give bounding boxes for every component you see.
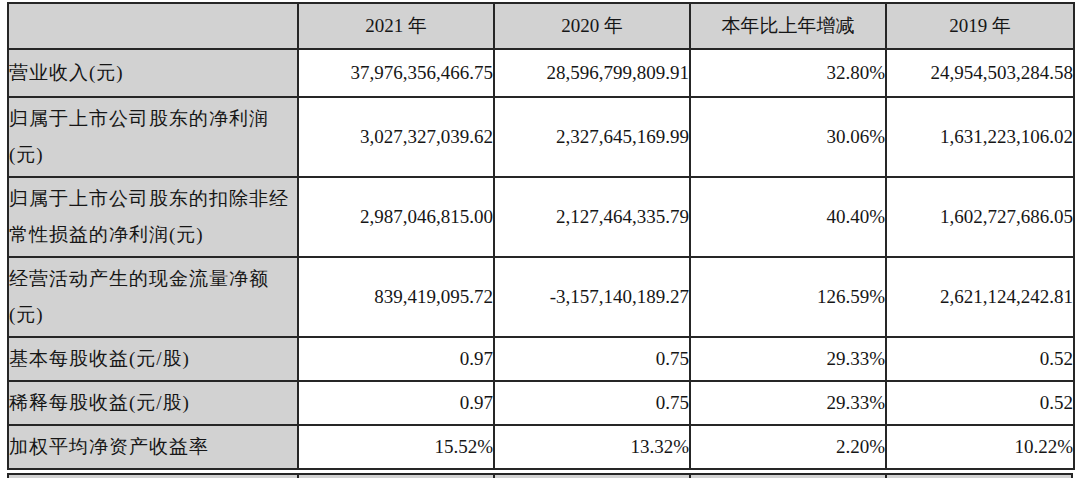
column-header-2021: 2021 年 — [298, 3, 494, 49]
cell-value: 0.75 — [494, 337, 690, 381]
row-label: 基本每股收益(元/股) — [8, 337, 298, 381]
header-row: 2021 年 2020 年 本年比上年增减 2019 年 — [8, 3, 1074, 49]
table-row-diluted-eps: 稀释每股收益(元/股) 0.97 0.75 29.33% 0.52 — [8, 381, 1074, 425]
cell-value: 3,027,327,039.62 — [298, 97, 494, 177]
row-label: 归属于上市公司股东的扣除非经 常性损益的净利润(元) — [8, 177, 298, 257]
cell-value: 0.97 — [298, 381, 494, 425]
cell-value: 29.33% — [690, 337, 886, 381]
column-header-2020: 2020 年 — [494, 3, 690, 49]
cell-value: 2,127,464,335.79 — [494, 177, 690, 257]
cell-value: 10.22% — [886, 425, 1074, 469]
table-row-net-profit-excl-nonrecurring: 归属于上市公司股东的扣除非经 常性损益的净利润(元) 2,987,046,815… — [8, 177, 1074, 257]
cell-value: 0.75 — [494, 381, 690, 425]
cell-value: 37,976,356,466.75 — [298, 49, 494, 97]
cell-value: 1,602,727,686.05 — [886, 177, 1074, 257]
column-header-blank — [8, 3, 298, 49]
row-label: 加权平均净资产收益率 — [8, 425, 298, 469]
next-row-cutoff — [7, 473, 1073, 478]
cell-value: 29.33% — [690, 381, 886, 425]
cell-value: 24,954,503,284.58 — [886, 49, 1074, 97]
cell-value: 0.52 — [886, 337, 1074, 381]
row-label: 经营活动产生的现金流量净额 (元) — [8, 257, 298, 337]
row-label: 营业收入(元) — [8, 49, 298, 97]
cell-value: -3,157,140,189.27 — [494, 257, 690, 337]
cell-value: 2.20% — [690, 425, 886, 469]
column-header-2019: 2019 年 — [886, 3, 1074, 49]
cell-value: 126.59% — [690, 257, 886, 337]
cell-value: 2,327,645,169.99 — [494, 97, 690, 177]
row-label: 归属于上市公司股东的净利润 (元) — [8, 97, 298, 177]
cell-value: 15.52% — [298, 425, 494, 469]
cell-value: 13.32% — [494, 425, 690, 469]
cell-value: 28,596,799,809.91 — [494, 49, 690, 97]
row-label: 稀释每股收益(元/股) — [8, 381, 298, 425]
table-row-net-profit: 归属于上市公司股东的净利润 (元) 3,027,327,039.62 2,327… — [8, 97, 1074, 177]
cell-value: 839,419,095.72 — [298, 257, 494, 337]
cell-value: 40.40% — [690, 177, 886, 257]
cell-value: 1,631,223,106.02 — [886, 97, 1074, 177]
financial-report-page: 2021 年 2020 年 本年比上年增减 2019 年 营业收入(元) 37,… — [0, 0, 1080, 478]
cell-value: 2,621,124,242.81 — [886, 257, 1074, 337]
table-row-basic-eps: 基本每股收益(元/股) 0.97 0.75 29.33% 0.52 — [8, 337, 1074, 381]
table-row-weighted-avg-roe: 加权平均净资产收益率 15.52% 13.32% 2.20% 10.22% — [8, 425, 1074, 469]
cell-value: 0.97 — [298, 337, 494, 381]
cell-value: 30.06% — [690, 97, 886, 177]
column-header-yoy-change: 本年比上年增减 — [690, 3, 886, 49]
financial-summary-table: 2021 年 2020 年 本年比上年增减 2019 年 营业收入(元) 37,… — [7, 2, 1075, 470]
table-row-revenue: 营业收入(元) 37,976,356,466.75 28,596,799,809… — [8, 49, 1074, 97]
cell-value: 2,987,046,815.00 — [298, 177, 494, 257]
table-row-operating-cash-flow: 经营活动产生的现金流量净额 (元) 839,419,095.72 -3,157,… — [8, 257, 1074, 337]
cell-value: 0.52 — [886, 381, 1074, 425]
cell-value: 32.80% — [690, 49, 886, 97]
